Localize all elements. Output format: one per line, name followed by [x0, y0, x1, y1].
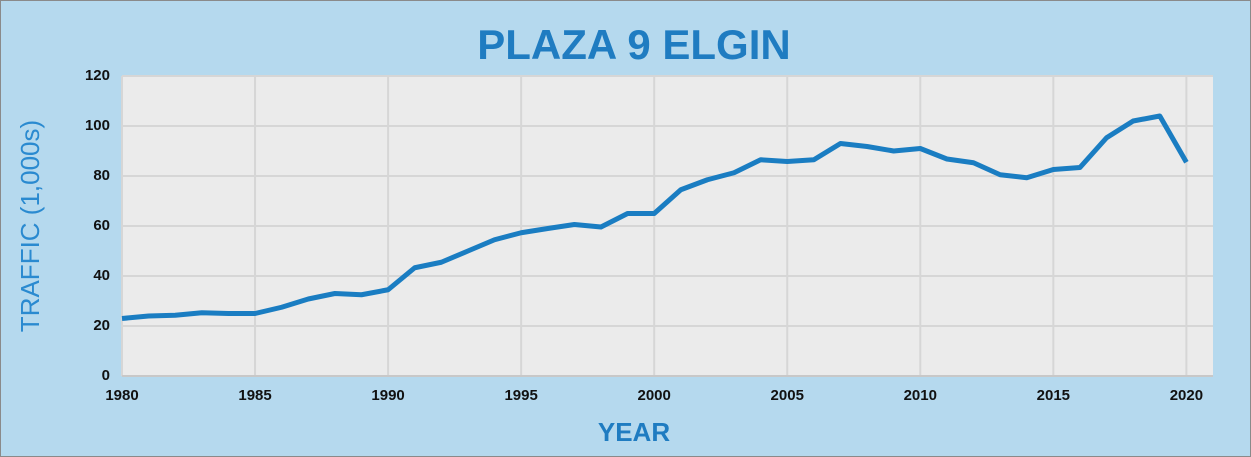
x-tick-label: 1985 [238, 387, 271, 404]
x-tick-label: 2000 [638, 387, 671, 404]
x-tick-label: 1980 [105, 387, 138, 404]
x-tick-label: 1995 [504, 387, 537, 404]
y-tick-label: 20 [93, 317, 110, 334]
x-axis-label: YEAR [598, 417, 670, 447]
x-tick-label: 2005 [771, 387, 804, 404]
y-tick-label: 0 [102, 367, 110, 384]
data-line [121, 113, 1189, 321]
y-tick-label: 40 [93, 267, 110, 284]
y-tick-label: 100 [85, 117, 110, 134]
y-tick-label: 120 [85, 67, 110, 84]
x-tick-label: 2020 [1170, 387, 1203, 404]
x-tick-label: 1990 [371, 387, 404, 404]
x-tick-label: 2015 [1037, 387, 1070, 404]
x-tick-label: 2010 [904, 387, 937, 404]
y-axis-label: TRAFFIC (1,000s) [15, 120, 45, 332]
chart-title: PLAZA 9 ELGIN [477, 21, 790, 68]
y-tick-label: 60 [93, 217, 110, 234]
y-tick-label: 80 [93, 167, 110, 184]
